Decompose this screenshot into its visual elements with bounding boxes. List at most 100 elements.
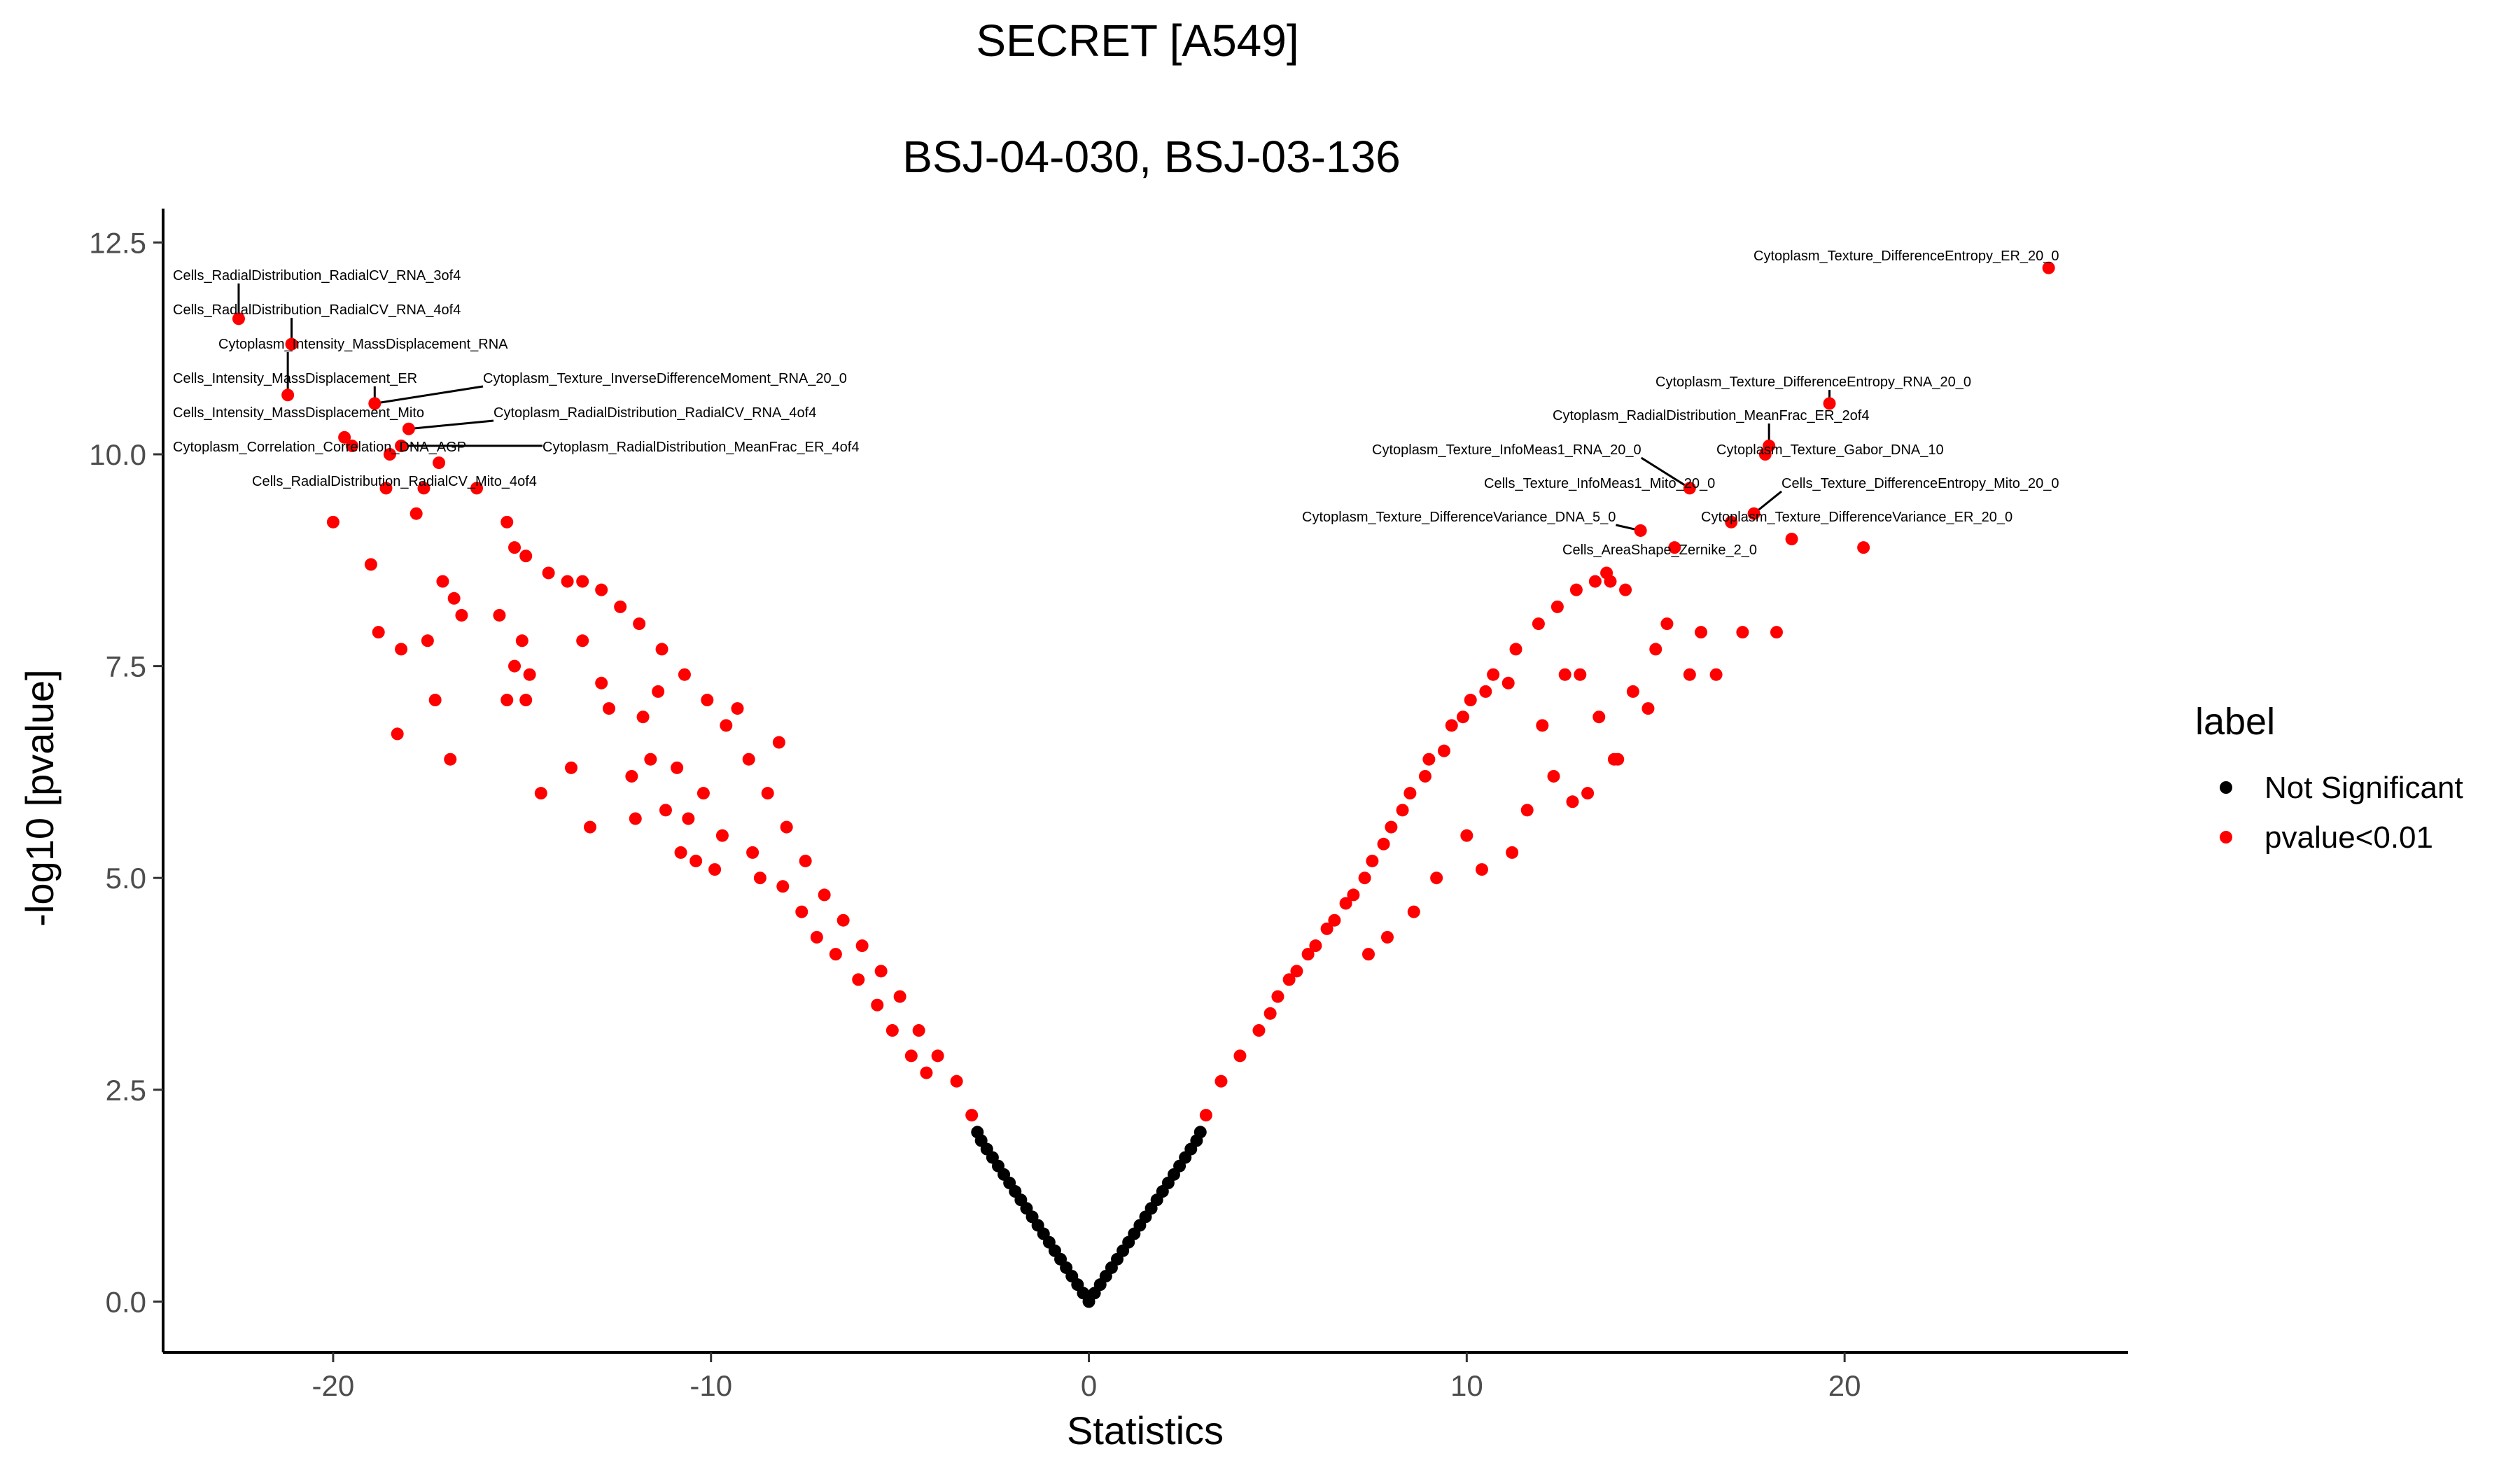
point-significant [1456,710,1469,724]
point-significant [633,617,646,631]
point-significant [395,643,408,656]
point-significant [644,752,657,766]
point-significant [904,1049,918,1063]
point-significant [1366,854,1379,867]
point-significant [893,990,906,1003]
point-significant [326,515,340,528]
point-significant [1502,676,1515,690]
point-significant [519,550,533,563]
point-significant [402,422,415,435]
point-significant [1619,583,1632,596]
point-significant [1264,1007,1277,1020]
point-significant [931,1049,944,1063]
point-significant [1396,804,1409,817]
point-annotation: Cells_Intensity_MassDisplacement_ER [173,371,417,386]
y-tick-label: 2.5 [106,1074,146,1107]
point-annotation: Cytoplasm_RadialDistribution_MeanFrac_ER… [1553,408,1869,424]
legend-title: label [2195,701,2275,743]
point-significant [368,397,382,410]
point-significant [1445,719,1458,732]
y-tick-label: 10.0 [89,438,146,471]
point-significant [780,820,793,834]
point-significant [1282,973,1296,986]
point-significant [417,482,430,495]
point-significant [1634,524,1647,537]
point-significant [678,668,691,681]
point-significant [1320,922,1334,935]
point-significant [799,854,812,867]
point-significant [1581,787,1595,800]
point-significant [338,430,351,444]
legend: label Not Significant pvalue<0.01 [2195,701,2463,855]
point-significant [1592,710,1606,724]
point-annotation: Cytoplasm_Texture_DifferenceEntropy_RNA_… [1656,374,1971,390]
point-significant [1407,905,1420,918]
point-annotation: Cytoplasm_Correlation_Correlation_DNA_AG… [173,440,466,455]
point-significant [2042,261,2055,274]
x-tick-label: 20 [1828,1369,1861,1402]
point-significant [493,608,506,622]
point-significant [444,752,457,766]
point-annotation: Cells_RadialDistribution_RadialCV_Mito_4… [252,474,537,489]
point-significant [1358,872,1371,885]
point-significant [1479,685,1492,698]
point-significant [1736,626,1749,639]
point-significant [281,388,295,402]
point-significant [1339,897,1352,910]
point-significant [1770,626,1783,639]
point-significant [1422,752,1436,766]
point-significant [753,872,766,885]
point-significant [696,787,710,800]
point-significant [470,482,484,495]
point-significant [508,659,522,673]
point-significant [1199,1109,1212,1122]
y-tick-label: 0.0 [106,1285,146,1318]
point-annotation: Cells_RadialDistribution_RadialCV_RNA_3o… [173,268,461,284]
point-significant [372,626,385,639]
point-significant [1464,694,1477,707]
legend-key-not-significant [2220,781,2232,794]
point-significant [1377,837,1390,850]
point-significant [1487,668,1500,681]
point-significant [836,913,850,927]
point-significant [776,880,790,893]
point-significant [500,515,514,528]
point-annotation: Cytoplasm_Texture_InfoMeas1_RNA_20_0 [1372,442,1642,458]
point-significant [1475,863,1488,876]
y-tick-label: 7.5 [106,650,146,683]
annotations: Cytoplasm_Texture_DifferenceEntropy_ER_2… [173,248,2059,558]
point-significant [1301,948,1315,961]
point-significant [576,634,589,648]
point-annotation: Cytoplasm_Texture_Gabor_DNA_10 [1716,442,1944,458]
point-significant [232,312,245,326]
point-significant [534,787,547,800]
point-significant [1785,533,1798,546]
point-significant [285,337,298,351]
point-significant [1823,397,1836,410]
point-significant [1418,769,1432,783]
point-significant [912,1024,925,1037]
point-significant [1347,888,1360,902]
point-significant [561,575,574,588]
point-significant [1600,566,1614,580]
point-significant [364,558,377,571]
point-significant [708,863,722,876]
y-axis-title: -log10 [pvalue] [18,669,62,926]
point-significant [1509,643,1522,656]
point-significant [772,736,785,749]
point-significant [652,685,665,698]
point-significant [410,507,423,520]
point-annotation: Cytoplasm_Texture_DifferenceEntropy_ER_2… [1754,248,2059,264]
point-annotation: Cytoplasm_Texture_DifferenceVariance_ER_… [1701,510,2012,525]
point-significant [1857,541,1870,554]
point-significant [1362,948,1375,961]
point-significant [583,820,596,834]
point-significant [576,575,589,588]
point-significant [595,583,608,596]
point-significant [1520,804,1534,817]
point-significant [950,1074,963,1088]
point-significant [671,761,684,774]
point-significant [1252,1024,1266,1037]
point-significant [1725,515,1738,528]
